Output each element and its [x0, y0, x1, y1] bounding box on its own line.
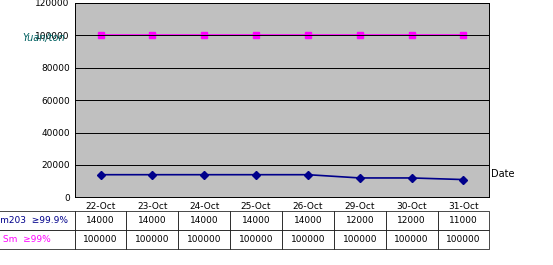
Title: Samarium series price trends
in late October 2018: Samarium series price trends in late Oct…: [166, 0, 398, 2]
Text: Date: Date: [491, 169, 514, 179]
Text: Yuan/ton: Yuan/ton: [22, 33, 65, 43]
